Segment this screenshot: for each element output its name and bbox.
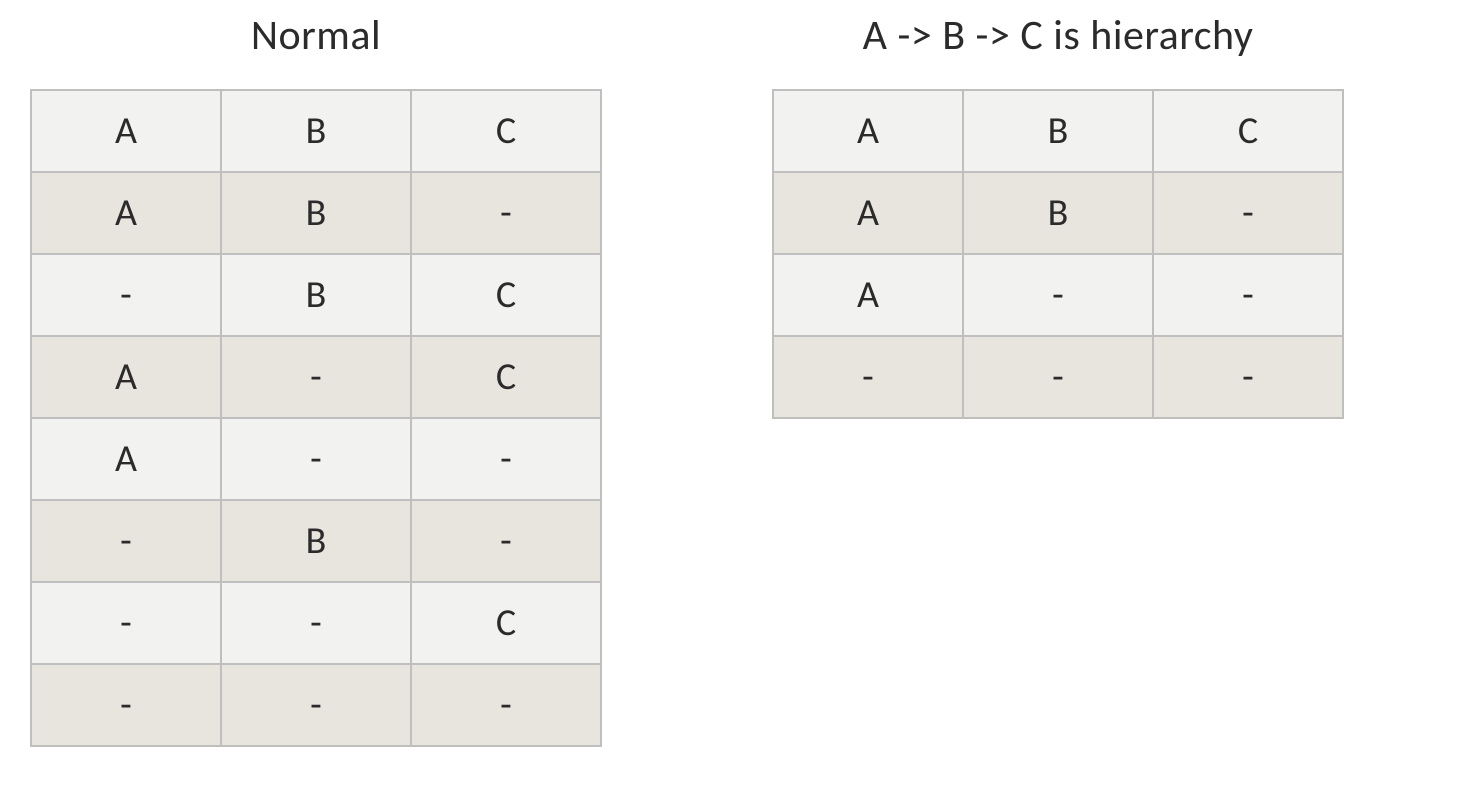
table-cell: - [1153, 172, 1343, 254]
table-cell: - [31, 254, 221, 336]
table-row: A-- [773, 254, 1343, 336]
table-row: --- [773, 336, 1343, 418]
table-cell: B [221, 254, 411, 336]
table-row: AB- [773, 172, 1343, 254]
table-cell: - [31, 500, 221, 582]
table-cell: - [221, 582, 411, 664]
table-cell: A [773, 172, 963, 254]
table-cell: - [963, 254, 1153, 336]
table-cell: - [411, 172, 601, 254]
table-cell: - [411, 664, 601, 746]
right-panel: A -> B -> C is hierarchy ABCAB-A----- [772, 10, 1344, 419]
right-title: A -> B -> C is hierarchy [863, 10, 1254, 61]
table-cell: - [31, 664, 221, 746]
table-cell: A [31, 90, 221, 172]
page-root: Normal ABCAB--BCA-CA---B---C--- A -> B -… [0, 0, 1466, 747]
table-cell: C [411, 336, 601, 418]
table-cell: - [221, 336, 411, 418]
table-cell: - [411, 418, 601, 500]
table-row: ABC [773, 90, 1343, 172]
table-cell: B [221, 172, 411, 254]
table-row: --C [31, 582, 601, 664]
table-cell: A [773, 90, 963, 172]
table-cell: B [221, 90, 411, 172]
table-cell: - [221, 418, 411, 500]
table-cell: B [963, 172, 1153, 254]
right-table: ABCAB-A----- [772, 89, 1344, 419]
table-cell: - [1153, 336, 1343, 418]
left-panel: Normal ABCAB--BCA-CA---B---C--- [30, 10, 602, 747]
table-cell: - [773, 336, 963, 418]
left-table: ABCAB--BCA-CA---B---C--- [30, 89, 602, 747]
table-cell: A [31, 418, 221, 500]
table-row: A-- [31, 418, 601, 500]
table-cell: - [31, 582, 221, 664]
table-row: ABC [31, 90, 601, 172]
table-cell: B [221, 500, 411, 582]
table-cell: - [221, 664, 411, 746]
table-cell: B [963, 90, 1153, 172]
table-cell: C [411, 254, 601, 336]
table-cell: A [31, 172, 221, 254]
table-row: AB- [31, 172, 601, 254]
table-cell: - [963, 336, 1153, 418]
table-row: --- [31, 664, 601, 746]
table-cell: A [773, 254, 963, 336]
table-row: -B- [31, 500, 601, 582]
left-title: Normal [251, 10, 381, 61]
table-cell: C [411, 582, 601, 664]
table-cell: - [411, 500, 601, 582]
table-cell: A [31, 336, 221, 418]
table-cell: C [411, 90, 601, 172]
table-cell: - [1153, 254, 1343, 336]
table-cell: C [1153, 90, 1343, 172]
table-row: -BC [31, 254, 601, 336]
table-row: A-C [31, 336, 601, 418]
